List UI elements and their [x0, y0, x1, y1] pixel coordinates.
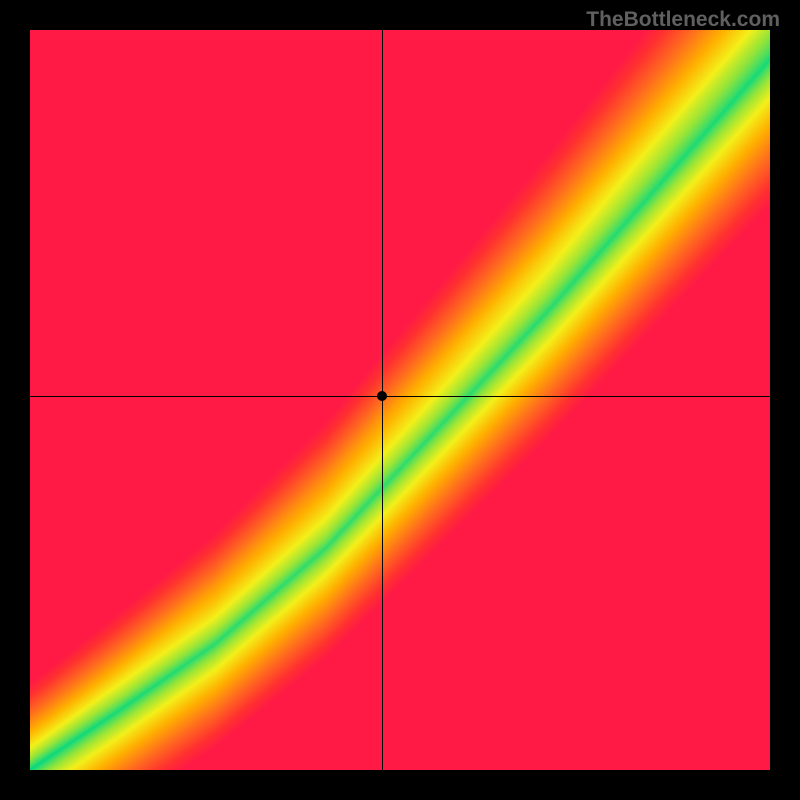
crosshair-marker-dot — [377, 391, 387, 401]
watermark-text: TheBottleneck.com — [586, 8, 780, 32]
heatmap-plot — [30, 30, 770, 770]
heatmap-canvas — [30, 30, 770, 770]
crosshair-horizontal — [30, 396, 770, 397]
